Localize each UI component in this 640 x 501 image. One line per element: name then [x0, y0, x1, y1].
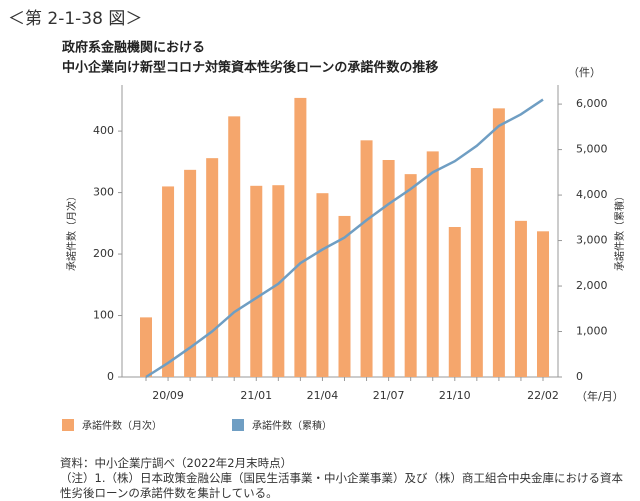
- bar: [184, 169, 197, 377]
- bar: [228, 116, 241, 378]
- note: （注）1.（株）日本政策金融公庫（国民生活事業・中小企業事業）及び（株）商工組合…: [60, 471, 623, 500]
- notes: 資料：中小企業庁調べ（2022年2月末時点） （注）1.（株）日本政策金融公庫（…: [60, 456, 630, 501]
- chart-title: 中小企業向け新型コロナ対策資本性劣後ローンの承諾件数の推移: [62, 60, 438, 76]
- y-tick-label: 100: [93, 309, 114, 322]
- bar: [338, 215, 351, 377]
- x-tick-label: 22/02: [527, 389, 559, 402]
- y-axis-label: 承諾件数（月次）: [65, 191, 78, 271]
- bar: [492, 108, 505, 378]
- figure-number: ＜第 2-1-38 図＞: [8, 9, 143, 29]
- source: 資料：中小企業庁調べ（2022年2月末時点）: [60, 456, 293, 470]
- chart-title: 政府系金融機関における: [62, 40, 205, 56]
- y2-tick-label: 6,000: [576, 97, 608, 110]
- y2-tick-label: 4,000: [576, 188, 608, 201]
- y2-tick-label: 1,000: [576, 325, 608, 338]
- bar: [140, 317, 152, 377]
- bar: [360, 140, 373, 377]
- bar: [448, 227, 461, 377]
- y2-tick-label: 0: [576, 370, 583, 383]
- x-tick-label: 20/09: [152, 389, 184, 402]
- bar: [294, 97, 307, 377]
- legend-label: 承諾件数（累積）: [252, 419, 332, 432]
- x-unit: （年/月）: [576, 389, 624, 403]
- bar: [206, 158, 219, 377]
- y2-tick-label: 5,000: [576, 143, 608, 156]
- bar: [162, 186, 175, 377]
- x-tick-label: 21/01: [240, 389, 272, 402]
- y-tick-label: 400: [93, 124, 114, 137]
- y2-unit: （件）: [568, 66, 601, 79]
- x-tick-label: 21/07: [373, 389, 405, 402]
- chart: 政府系金融機関における中小企業向け新型コロナ対策資本性劣後ローンの承諾件数の推移…: [62, 40, 626, 432]
- bar: [537, 231, 549, 377]
- x-tick-label: 21/04: [307, 389, 339, 402]
- y-tick-label: 200: [93, 247, 114, 260]
- y-tick-label: 300: [93, 186, 114, 199]
- y2-tick-label: 3,000: [576, 234, 608, 247]
- line: [145, 98, 544, 379]
- bar: [272, 185, 285, 377]
- legend-swatch: [62, 419, 74, 431]
- bar: [382, 159, 395, 377]
- legend-swatch: [232, 419, 244, 431]
- x-tick-label: 21/10: [439, 389, 471, 402]
- bar: [514, 220, 527, 377]
- bar: [470, 167, 483, 377]
- bar: [426, 151, 439, 377]
- bar: [250, 185, 263, 377]
- bar: [404, 174, 417, 377]
- legend-label: 承諾件数（月次）: [82, 419, 162, 432]
- bar: [316, 193, 329, 377]
- y2-tick-label: 2,000: [576, 279, 608, 292]
- y2-axis-label: 承諾件数（累積）: [613, 191, 626, 271]
- y-tick-label: 0: [107, 370, 114, 383]
